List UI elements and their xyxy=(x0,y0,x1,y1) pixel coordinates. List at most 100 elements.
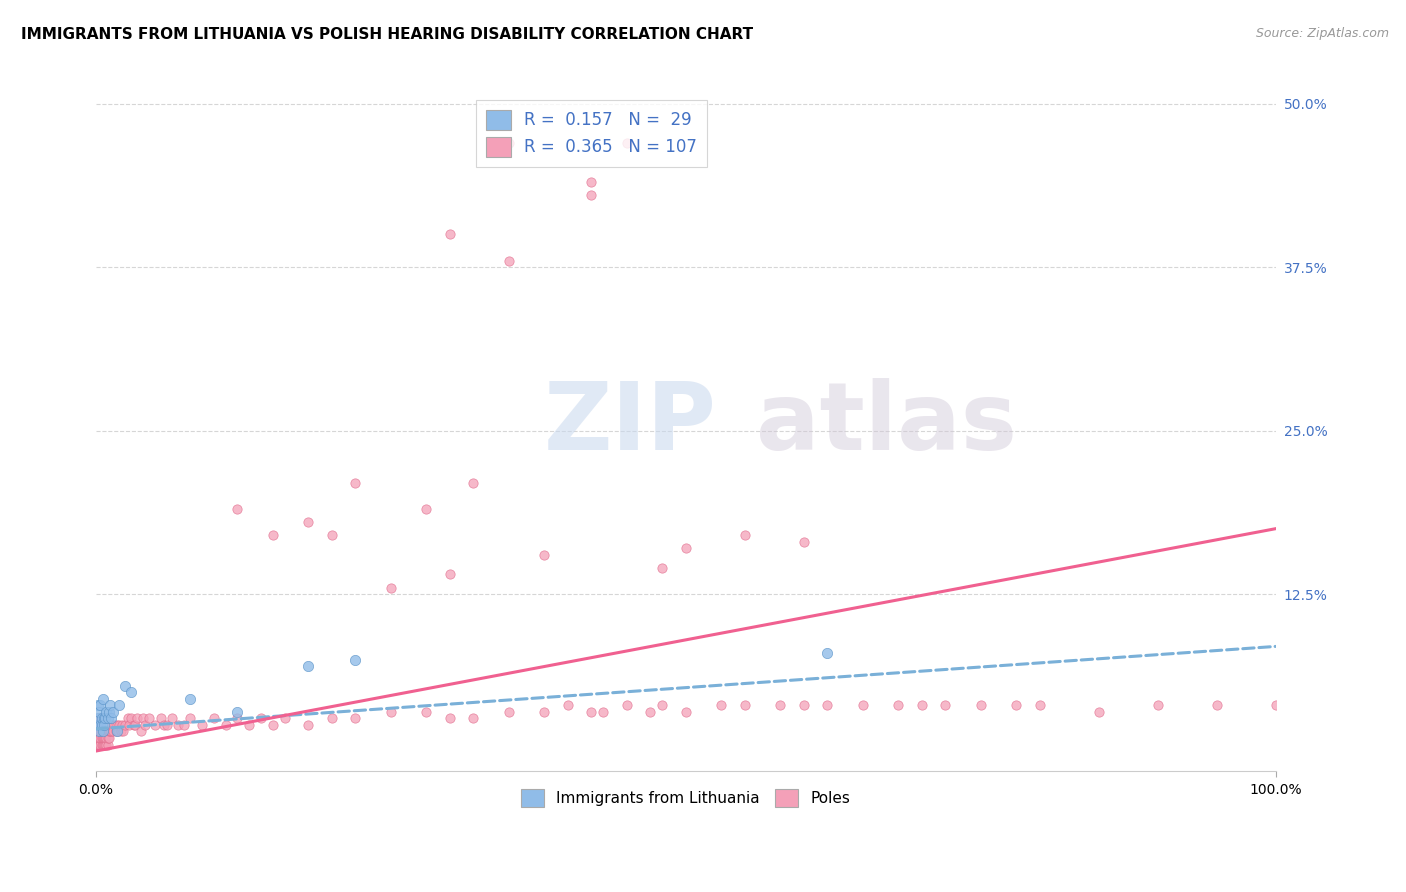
Point xyxy=(90,724,112,739)
Point xyxy=(91,724,114,739)
Point xyxy=(533,705,555,719)
Point xyxy=(616,136,638,150)
Point xyxy=(675,541,697,556)
Legend: Immigrants from Lithuania, Poles: Immigrants from Lithuania, Poles xyxy=(513,781,858,815)
Point xyxy=(89,724,111,739)
Point xyxy=(93,724,115,739)
Point xyxy=(91,724,114,739)
Point xyxy=(117,711,139,725)
Point xyxy=(120,685,142,699)
Point xyxy=(98,724,121,739)
Point xyxy=(1146,698,1168,713)
Point xyxy=(100,711,122,725)
Point xyxy=(415,705,437,719)
Point xyxy=(734,698,756,713)
Point xyxy=(96,738,118,752)
Point xyxy=(97,738,120,752)
Point xyxy=(97,731,120,745)
Point xyxy=(122,718,145,732)
Point xyxy=(108,718,131,732)
Point xyxy=(592,705,614,719)
Point xyxy=(710,698,733,713)
Point xyxy=(616,698,638,713)
Point xyxy=(120,711,142,725)
Point xyxy=(89,724,111,739)
Point xyxy=(89,738,111,752)
Point xyxy=(439,567,461,582)
Point xyxy=(934,698,956,713)
Point xyxy=(103,705,125,719)
Text: Source: ZipAtlas.com: Source: ZipAtlas.com xyxy=(1256,27,1389,40)
Point xyxy=(533,548,555,562)
Point xyxy=(734,528,756,542)
Point xyxy=(226,711,249,725)
Point xyxy=(89,731,111,745)
Point xyxy=(89,698,111,713)
Point xyxy=(202,711,225,725)
Point xyxy=(1205,698,1227,713)
Point xyxy=(124,718,146,732)
Point xyxy=(179,691,201,706)
Point xyxy=(769,698,792,713)
Point xyxy=(89,731,111,745)
Point xyxy=(153,718,176,732)
Point xyxy=(439,227,461,242)
Point xyxy=(93,711,115,725)
Point xyxy=(101,718,124,732)
Point xyxy=(793,698,815,713)
Point xyxy=(87,698,110,713)
Point xyxy=(214,718,236,732)
Point xyxy=(90,718,112,732)
Point xyxy=(114,718,136,732)
Point xyxy=(90,731,112,745)
Point xyxy=(104,724,127,739)
Point xyxy=(96,705,118,719)
Point xyxy=(86,718,108,732)
Text: atlas: atlas xyxy=(756,378,1018,470)
Point xyxy=(969,698,991,713)
Point xyxy=(89,724,111,739)
Point xyxy=(100,724,122,739)
Point xyxy=(90,738,112,752)
Point xyxy=(793,534,815,549)
Point xyxy=(93,718,115,732)
Point xyxy=(89,738,111,752)
Point xyxy=(344,711,367,725)
Point xyxy=(87,731,110,745)
Point xyxy=(581,188,603,202)
Point xyxy=(815,646,838,660)
Point xyxy=(91,738,114,752)
Point xyxy=(815,698,838,713)
Point xyxy=(651,698,673,713)
Point xyxy=(149,711,172,725)
Point xyxy=(110,724,132,739)
Point xyxy=(852,698,875,713)
Point xyxy=(93,731,115,745)
Point xyxy=(910,698,932,713)
Point xyxy=(297,659,319,673)
Point xyxy=(415,502,437,516)
Point xyxy=(89,705,111,719)
Point xyxy=(173,718,195,732)
Point xyxy=(105,724,128,739)
Point xyxy=(108,698,131,713)
Point xyxy=(191,718,214,732)
Point xyxy=(87,711,110,725)
Point xyxy=(439,711,461,725)
Point xyxy=(89,718,111,732)
Point xyxy=(94,731,117,745)
Point xyxy=(97,705,120,719)
Point xyxy=(344,652,367,666)
Point xyxy=(262,528,284,542)
Point xyxy=(98,698,121,713)
Point xyxy=(498,136,520,150)
Point xyxy=(1087,705,1109,719)
Point xyxy=(86,724,108,739)
Point xyxy=(97,724,120,739)
Point xyxy=(226,705,249,719)
Point xyxy=(498,253,520,268)
Point xyxy=(132,711,155,725)
Point xyxy=(86,738,108,752)
Point xyxy=(273,711,295,725)
Point xyxy=(651,561,673,575)
